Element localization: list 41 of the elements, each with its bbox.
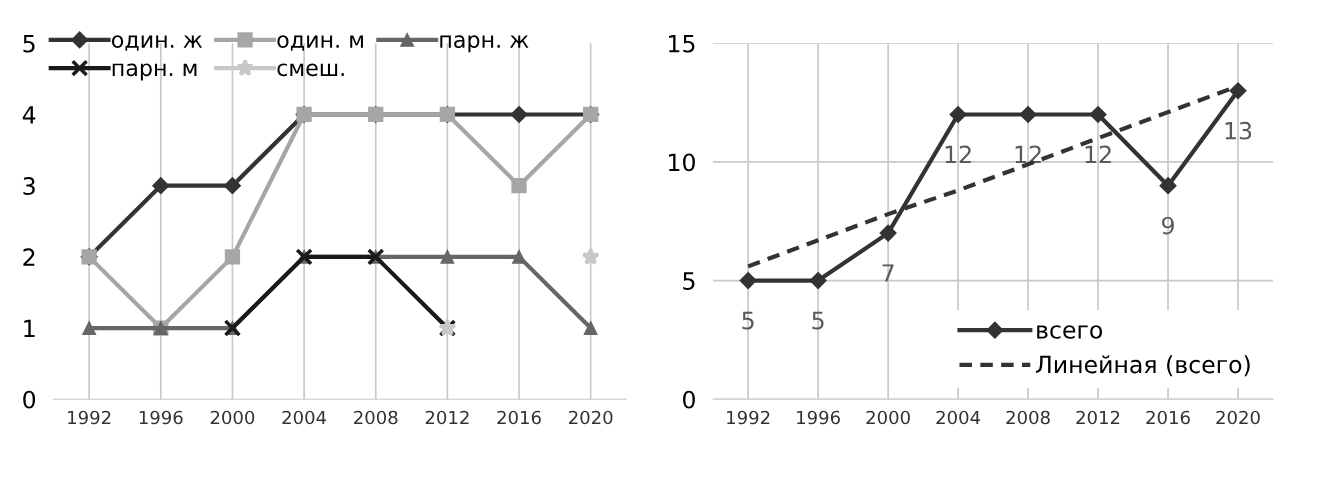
data-label: 5	[812, 311, 824, 330]
data-label: 5	[742, 311, 754, 330]
x-tick-label: 2008	[1006, 410, 1050, 425]
x-tick-label: 1992	[68, 410, 111, 425]
data-label: 9	[1162, 216, 1174, 235]
x-tick-label: 2004	[936, 410, 981, 425]
y-tick-label: 5	[23, 35, 35, 53]
x-tick-label: 2012	[425, 410, 469, 425]
x-tick-label: 2004	[282, 410, 327, 425]
data-label: 12	[1015, 145, 1041, 163]
y-tick-label: 2	[23, 248, 35, 266]
data-label: 12	[945, 145, 971, 163]
x-tick-label: 2020	[569, 410, 613, 425]
legend-label: парн. ж	[440, 35, 529, 53]
x-tick-label: 2000	[866, 410, 910, 425]
x-tick-label: 2000	[210, 410, 255, 425]
y-tick-label: 4	[22, 106, 36, 124]
x-tick-label: 1996	[139, 410, 183, 425]
x-tick-label: 2016	[497, 410, 541, 425]
y-tick-label: 0	[683, 390, 695, 409]
legend-label: один. м	[277, 35, 363, 51]
y-tick-label: 15	[669, 35, 695, 53]
data-label: 7	[882, 264, 894, 282]
y-tick-label: 0	[23, 390, 36, 409]
y-tick-label: 10	[669, 153, 695, 172]
x-tick-label: 2016	[1146, 410, 1190, 425]
data-label: 13	[1225, 121, 1252, 140]
x-tick-label: 1996	[797, 410, 840, 425]
x-tick-label: 2012	[1076, 410, 1120, 425]
data-label: 12	[1085, 145, 1111, 163]
x-tick-label: 2008	[354, 410, 398, 425]
legend-label: всего	[1037, 325, 1103, 339]
y-tick-label: 5	[683, 272, 695, 290]
y-tick-label: 1	[24, 319, 35, 338]
y-tick-label: 3	[23, 177, 35, 195]
legend-label: смеш.	[277, 63, 344, 77]
legend-label: один. ж	[111, 35, 203, 51]
legend-label: Линейная (всего)	[1036, 355, 1250, 377]
legend-label: парн. м	[112, 63, 197, 81]
x-tick-label: 1992	[727, 410, 770, 425]
x-tick-label: 2020	[1216, 410, 1260, 425]
